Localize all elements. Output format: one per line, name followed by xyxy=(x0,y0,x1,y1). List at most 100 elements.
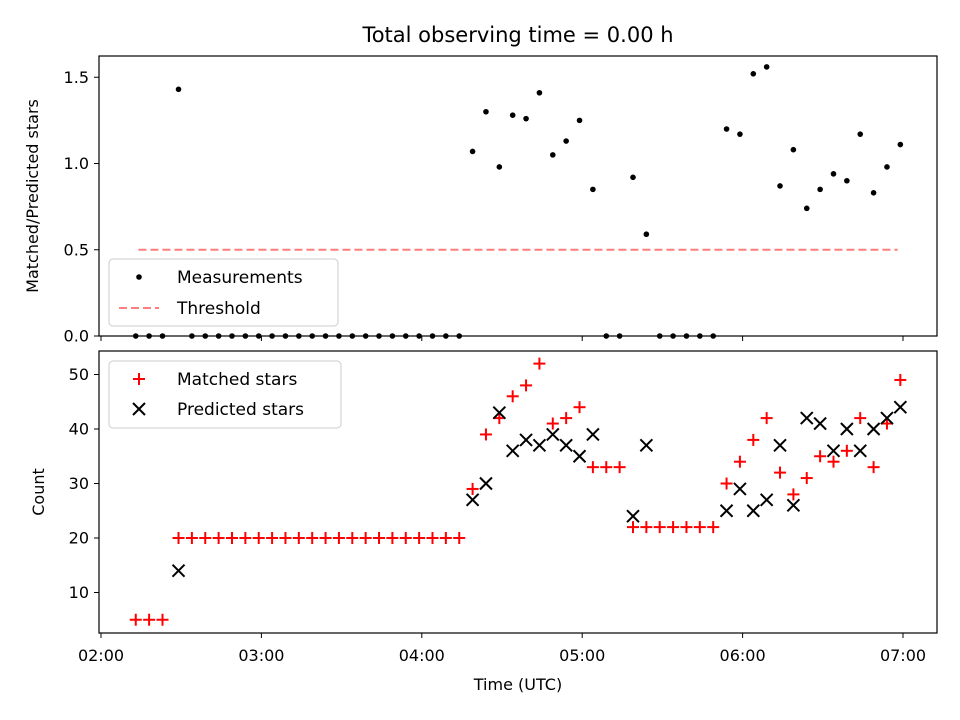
measurement-point xyxy=(870,190,877,196)
matched-stars-point xyxy=(143,613,156,626)
matched-stars-point xyxy=(239,532,252,544)
predicted-stars-point xyxy=(546,427,560,442)
measurement-point xyxy=(630,174,636,181)
predicted-stars-point xyxy=(505,444,520,458)
measurement-point xyxy=(857,131,864,137)
matched-stars-point xyxy=(520,379,533,392)
measurement-point xyxy=(549,152,556,158)
predicted-stars-point xyxy=(853,444,867,458)
x-stroke-b xyxy=(532,438,547,453)
measurement-point xyxy=(830,171,837,177)
bottom-legend: Matched stars Predicted stars xyxy=(108,360,342,429)
matched-stars-point xyxy=(640,521,653,534)
predicted-stars-point xyxy=(880,411,894,425)
x-stroke-b xyxy=(626,509,640,523)
matched-stars-point xyxy=(667,521,680,534)
bottom-y-tick-label: 10 xyxy=(69,583,89,602)
matched-stars-point xyxy=(225,532,238,544)
matched-stars-point xyxy=(680,521,693,534)
x-stroke-b xyxy=(639,438,654,453)
bottom-legend-box xyxy=(108,360,342,429)
top-panel: Total observing time = 0.00 h Matched/Pr… xyxy=(23,23,938,346)
bottom-y-tick-label: 50 xyxy=(69,365,89,384)
measurement-point xyxy=(750,71,757,77)
x-stroke-b xyxy=(492,405,507,420)
x-stroke-b xyxy=(171,563,186,578)
matched-stars-point xyxy=(156,613,169,626)
matched-stars-point xyxy=(733,455,746,468)
predicted-stars-point xyxy=(746,504,761,518)
predicted-stars-point xyxy=(465,493,480,507)
predicted-stars-point xyxy=(171,563,186,578)
predicted-legend-label: Predicted stars xyxy=(177,400,304,420)
predicted-stars-point xyxy=(519,433,533,447)
matched-stars-point xyxy=(867,461,880,474)
x-stroke-b xyxy=(572,449,587,463)
predicted-legend-marker xyxy=(132,402,146,416)
x-stroke-b xyxy=(559,438,573,453)
predicted-stars-point xyxy=(759,493,774,507)
x-stroke-b xyxy=(746,504,761,518)
predicted-stars-point xyxy=(813,416,827,431)
predicted-stars-point xyxy=(773,438,787,453)
measurement-point xyxy=(590,186,596,193)
matched-stars-point xyxy=(774,466,787,479)
x-stroke-b xyxy=(853,444,867,458)
x-stroke-b xyxy=(773,438,787,453)
top-y-axis-label: Matched/Predicted stars xyxy=(23,99,42,293)
top-legend: Measurements Threshold xyxy=(108,258,339,327)
matched-stars-point xyxy=(560,412,573,425)
x-axis-label: Time (UTC) xyxy=(473,675,562,694)
bottom-y-tick-label: 40 xyxy=(69,420,89,439)
matched-stars-point xyxy=(506,390,519,403)
x-stroke-b xyxy=(505,444,520,458)
predicted-stars-point xyxy=(559,438,573,453)
matched-stars-point xyxy=(386,532,399,544)
measurement-point xyxy=(817,186,823,193)
matched-stars-point xyxy=(172,532,185,544)
measurement-point xyxy=(563,138,569,144)
top-y-tick-label: 1.5 xyxy=(64,68,89,87)
predicted-stars-point xyxy=(893,400,908,414)
measurement-point xyxy=(803,205,810,212)
matched-stars-point xyxy=(439,532,452,544)
matched-stars-point xyxy=(413,532,426,544)
measurement-point xyxy=(536,89,543,96)
top-legend-box xyxy=(108,258,339,327)
predicted-stars-point xyxy=(532,438,547,453)
measurement-point xyxy=(469,148,476,155)
bottom-plot-marks xyxy=(129,357,908,626)
matched-stars-point xyxy=(626,521,639,534)
predicted-stars-point xyxy=(826,444,841,458)
measurement-point xyxy=(496,164,503,170)
bottom-panel: Count Time (UTC) 10 20 30 40 50 02:00 03:00 04:… xyxy=(29,350,938,694)
matched-stars-point xyxy=(787,488,800,501)
measurement-point xyxy=(884,164,890,170)
predicted-stars-point xyxy=(492,405,507,420)
x-tick-label: 04:00 xyxy=(399,646,445,665)
matched-stars-point xyxy=(720,477,733,490)
matched-stars-point xyxy=(359,532,372,544)
matched-stars-point xyxy=(399,532,412,544)
measurement-point xyxy=(175,86,182,93)
matched-stars-point xyxy=(212,532,225,544)
measurement-point xyxy=(777,183,783,189)
x-stroke-b xyxy=(759,493,774,507)
bottom-axis-ticks: 10 20 30 40 50 02:00 03:00 04:00 05:00 06:00 07:00 xyxy=(69,365,926,665)
predicted-stars-point xyxy=(572,449,587,463)
predicted-stars-point xyxy=(800,411,814,425)
matched-stars-point xyxy=(854,412,867,425)
x-stroke-b xyxy=(719,504,734,518)
top-y-tick-label: 1.0 xyxy=(64,154,89,173)
x-stroke-b xyxy=(800,411,814,425)
bottom-axes-frame xyxy=(98,350,938,634)
predicted-stars-point xyxy=(626,509,640,523)
top-y-tick-label: 0.0 xyxy=(64,327,89,346)
predicted-stars-point xyxy=(786,498,801,513)
measurement-point xyxy=(643,231,650,238)
matched-stars-point xyxy=(800,472,813,485)
matched-stars-point xyxy=(693,521,706,534)
predicted-stars-point xyxy=(719,504,734,518)
